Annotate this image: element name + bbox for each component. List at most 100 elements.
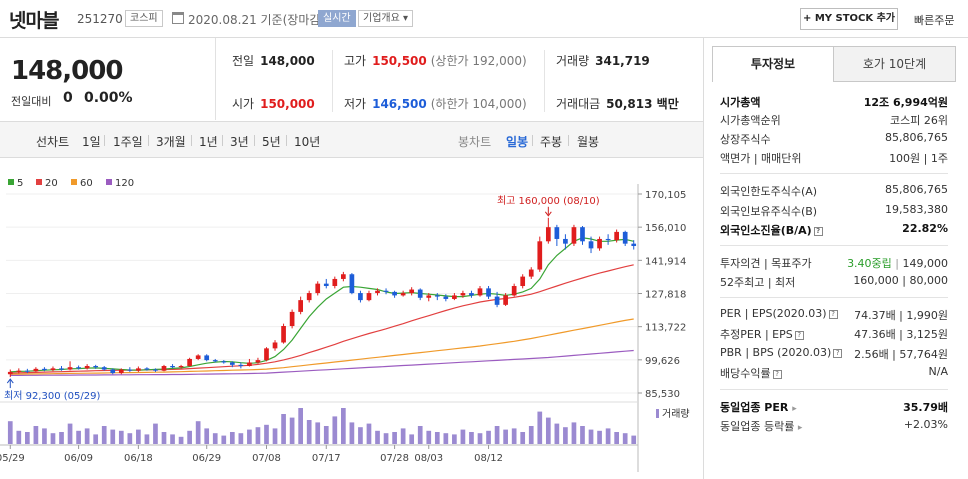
help-icon[interactable]: ? bbox=[772, 369, 782, 379]
volume-bar bbox=[383, 433, 389, 444]
change-rate: 0.00% bbox=[84, 90, 133, 106]
volume-bar bbox=[204, 428, 210, 444]
candle-body bbox=[580, 227, 585, 242]
high-price: 고가 150,500 (상한가 192,000) bbox=[344, 54, 527, 68]
stock-header: 넷마블 251270 코스피 2020.08.21 기준(장마감) 실시간 기업… bbox=[0, 0, 968, 38]
volume-bar bbox=[195, 421, 201, 444]
volume-bar bbox=[33, 426, 39, 444]
candle-body bbox=[42, 368, 47, 371]
candle-body bbox=[59, 368, 64, 370]
candle-body bbox=[238, 364, 244, 367]
volume-label: 거래량 bbox=[662, 408, 690, 420]
volume-bar bbox=[366, 423, 372, 444]
volume-bar bbox=[170, 434, 175, 444]
moving-average-ma60 bbox=[10, 318, 634, 375]
x-tick-label: 05/29 bbox=[0, 453, 25, 464]
volume-bar bbox=[212, 433, 218, 444]
period-monthly[interactable]: 월봉 bbox=[577, 135, 600, 149]
candle-body bbox=[469, 293, 474, 296]
candle-body bbox=[614, 231, 619, 241]
tab-invest-info[interactable]: 투자정보 bbox=[712, 46, 834, 82]
trade-amount: 거래대금 50,813 백만 bbox=[556, 97, 679, 111]
candle-body bbox=[178, 366, 184, 368]
quick-order-link[interactable]: 빠른주문 bbox=[914, 14, 955, 27]
volume-bar bbox=[511, 428, 517, 444]
candle-body bbox=[187, 358, 192, 367]
legend-swatch bbox=[36, 179, 42, 185]
period-1d[interactable]: 1일 bbox=[82, 135, 101, 149]
help-icon[interactable]: ? bbox=[794, 330, 804, 340]
candle-body bbox=[110, 369, 116, 374]
candle-body bbox=[221, 361, 227, 363]
volume-bar bbox=[281, 414, 286, 444]
volume-bar bbox=[144, 434, 150, 444]
stock-code: 251270 bbox=[77, 12, 123, 26]
volume-bar bbox=[255, 427, 261, 444]
volume-bar bbox=[426, 430, 432, 444]
candle-body bbox=[443, 296, 449, 299]
change-value: 0 bbox=[63, 90, 73, 106]
volume-bar bbox=[554, 423, 560, 444]
low-price: 저가 146,500 (하한가 104,000) bbox=[344, 97, 527, 111]
candle-body bbox=[605, 238, 611, 241]
candle-body bbox=[298, 300, 303, 312]
x-tick-label: 06/29 bbox=[192, 453, 221, 464]
candle-body bbox=[315, 283, 321, 294]
candle-body bbox=[144, 368, 150, 370]
help-icon[interactable]: ? bbox=[833, 348, 843, 358]
y-tick-label: 85,530 bbox=[645, 389, 680, 400]
y-tick-label: 141,914 bbox=[645, 256, 686, 267]
y-tick-label: 170,105 bbox=[645, 190, 686, 201]
candle-body bbox=[127, 369, 133, 371]
moving-average-ma5 bbox=[10, 237, 634, 373]
period-3m[interactable]: 3개월 bbox=[156, 135, 186, 149]
chevron-right-icon[interactable]: ▸ bbox=[792, 404, 797, 414]
period-daily[interactable]: 일봉 bbox=[506, 135, 529, 149]
market-badge: 코스피 bbox=[125, 10, 163, 27]
period-10y[interactable]: 10년 bbox=[294, 135, 321, 149]
candle-body bbox=[563, 238, 568, 244]
candle-body bbox=[67, 367, 73, 370]
line-chart-label: 선차트 bbox=[36, 135, 70, 149]
period-3y[interactable]: 3년 bbox=[230, 135, 249, 149]
open-price: 시가 150,000 bbox=[232, 97, 315, 111]
chevron-right-icon[interactable]: ▸ bbox=[797, 423, 803, 433]
date-text: 2020.08.21 기준(장마감) bbox=[188, 13, 326, 27]
candle-body bbox=[25, 370, 30, 372]
volume-bar bbox=[622, 433, 628, 444]
period-1w[interactable]: 1주일 bbox=[113, 135, 143, 149]
tab-hoga[interactable]: 호가 10단계 bbox=[833, 46, 956, 82]
x-tick-label: 07/17 bbox=[312, 453, 341, 464]
volume-bars: 거래량 bbox=[7, 408, 690, 444]
volume-bar bbox=[580, 426, 585, 444]
chart-period-bar: 선차트 1일 1주일 3개월 1년 3년 5년 10년 봉차트 일봉 주봉 월봉 bbox=[0, 121, 703, 158]
est-per-row: 추정PER | EPS? 47.36배 | 3,125원 bbox=[720, 328, 948, 341]
y-tick-label: 156,010 bbox=[645, 223, 686, 234]
volume-bar bbox=[247, 429, 252, 444]
company-info-dropdown[interactable]: 기업개요 ▾ bbox=[358, 10, 413, 27]
candle-body bbox=[392, 291, 397, 296]
foreign-rate-row: 외국인소진율(B/A)? 22.82% bbox=[720, 222, 948, 237]
volume-bar bbox=[84, 428, 90, 444]
candle-body bbox=[84, 366, 90, 369]
chart-grid bbox=[0, 184, 639, 472]
volume-bar bbox=[16, 430, 22, 444]
help-icon[interactable]: ? bbox=[813, 226, 823, 236]
volume-bar bbox=[588, 429, 594, 444]
candle-body bbox=[136, 368, 141, 371]
candle-body bbox=[161, 366, 167, 371]
add-mystock-button[interactable]: + MY STOCK 추가 bbox=[800, 8, 898, 30]
volume-bar bbox=[50, 433, 56, 444]
period-1y[interactable]: 1년 bbox=[199, 135, 218, 149]
candle-body bbox=[281, 326, 286, 343]
volume-bar bbox=[460, 429, 466, 444]
candle-body bbox=[170, 366, 175, 368]
period-5y[interactable]: 5년 bbox=[262, 135, 281, 149]
period-weekly[interactable]: 주봉 bbox=[540, 135, 563, 149]
chart-legend: 5 20 60 120 bbox=[8, 178, 134, 189]
volume-bar bbox=[469, 432, 474, 444]
realtime-button[interactable]: 실시간 bbox=[318, 10, 356, 27]
help-icon[interactable]: ? bbox=[828, 309, 838, 319]
volume-bar bbox=[528, 426, 534, 444]
volume-bar bbox=[400, 428, 406, 444]
